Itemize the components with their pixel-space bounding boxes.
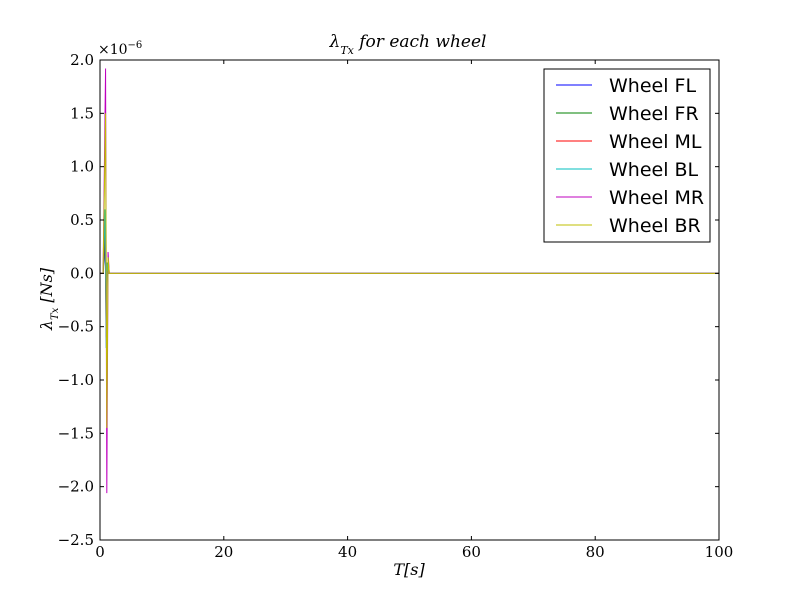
x-tick-label: 60: [462, 543, 481, 561]
y-axis-label-main: λ: [37, 320, 56, 331]
y-axis-label: λTx [Ns]: [37, 267, 61, 331]
y-multiplier: ×10−6: [98, 40, 142, 58]
y-tick-label: −2.5: [58, 531, 94, 549]
chart-title-rest: for each wheel: [354, 32, 487, 52]
y-tick-label: 1.5: [70, 104, 94, 122]
x-tick-label: 40: [338, 543, 357, 561]
x-tick-label: 0: [95, 543, 105, 561]
y-multiplier-exponent: −6: [128, 40, 143, 51]
legend-label-wheel-bl: Wheel BL: [609, 159, 699, 181]
y-tick-label: −0.5: [58, 318, 94, 336]
y-tick-label: 0.5: [70, 211, 94, 229]
legend-box: [543, 68, 711, 243]
chart-title: λTx for each wheel: [329, 32, 487, 57]
y-tick-label: −1.5: [58, 424, 94, 442]
y-multiplier-base: ×10: [98, 42, 128, 58]
legend-label-wheel-fr: Wheel FR: [609, 103, 699, 125]
y-tick-label: −2.0: [58, 478, 94, 496]
y-tick-label: 2.0: [70, 51, 94, 69]
y-tick-label: 1.0: [70, 158, 94, 176]
x-tick-label: 80: [586, 543, 605, 561]
chart-title-main: λ: [329, 32, 341, 52]
x-tick-label: 100: [705, 543, 734, 561]
legend-label-wheel-fl: Wheel FL: [609, 75, 696, 97]
y-axis-label-subscript: Tx: [50, 307, 61, 320]
chart-title-subscript: Tx: [340, 44, 354, 57]
legend-label-wheel-br: Wheel BR: [609, 215, 701, 237]
y-axis-label-rest: [Ns]: [37, 267, 56, 308]
legend-label-wheel-mr: Wheel MR: [609, 187, 704, 209]
x-axis-label: T[s]: [393, 560, 425, 579]
y-tick-label: 0.0: [70, 264, 94, 282]
legend-label-wheel-ml: Wheel ML: [609, 131, 702, 153]
legend: Wheel FL Wheel FR Wheel ML Wheel BL Wheel MR…: [543, 68, 711, 243]
x-tick-label: 20: [214, 543, 233, 561]
y-tick-label: −1.0: [58, 371, 94, 389]
plot-frame: [99, 59, 720, 541]
ticks-group: 0 20 40 60 80 100 −2.5 −2.0 −1.5 −1.0 −0.5 0.0 0.5 1.…: [58, 51, 734, 561]
